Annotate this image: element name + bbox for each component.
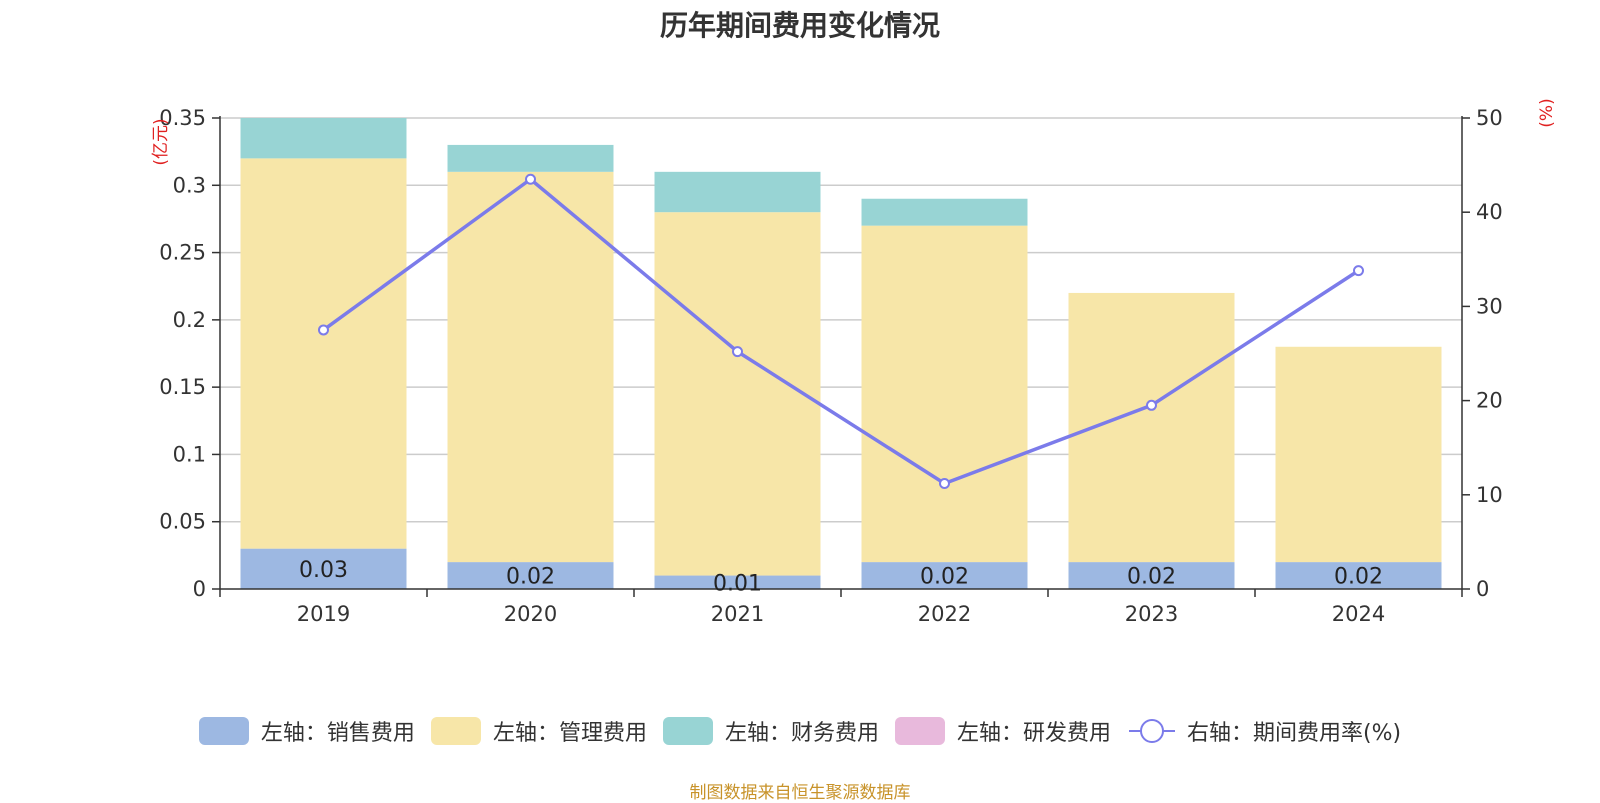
x-tick-label-2021: 2021 bbox=[711, 602, 764, 626]
bar-segment-s0-2021 bbox=[654, 575, 821, 589]
bar-data-labels: 0.03 0.02 0.01 0.02 0.02 0.02 bbox=[299, 558, 1383, 596]
left-axis-unit: (亿元) bbox=[151, 118, 171, 165]
left-tick-label: 0.3 bbox=[173, 173, 206, 197]
left-tick-label: 0.15 bbox=[159, 375, 206, 399]
legend-swatch bbox=[430, 717, 481, 745]
legend-label: 左轴：销售费用 bbox=[260, 721, 415, 746]
bar-segment-s1-2022 bbox=[861, 225, 1028, 563]
bar-data-label-2020: 0.02 bbox=[506, 565, 555, 590]
rate-line bbox=[322, 177, 1360, 486]
bar-data-label-2024: 0.02 bbox=[1334, 565, 1383, 590]
bar-segment-s2-2020 bbox=[447, 144, 614, 172]
bar-segment-s0-2022 bbox=[861, 562, 1028, 589]
bar-segment-s1-2021 bbox=[654, 212, 821, 576]
right-tick-label: 20 bbox=[1476, 389, 1503, 413]
rate-point-2020 bbox=[525, 173, 536, 185]
bar-segment-s2-2022 bbox=[861, 198, 1028, 226]
rate-line-series bbox=[318, 173, 1364, 489]
right-tick-label: 0 bbox=[1476, 577, 1489, 601]
legend-item-1[interactable]: 左轴：管理费用 bbox=[430, 715, 647, 747]
legend-item-0[interactable]: 左轴：销售费用 bbox=[198, 715, 415, 747]
legend-label: 左轴：管理费用 bbox=[492, 721, 647, 746]
x-tick-label-2024: 2024 bbox=[1332, 602, 1385, 626]
bar-segment-s0-2020 bbox=[447, 562, 614, 589]
right-tick-label: 30 bbox=[1476, 294, 1503, 318]
bar-segment-s1-2024 bbox=[1275, 346, 1442, 563]
legend-line-marker-icon bbox=[1128, 719, 1175, 743]
bar-segment-s0-2019 bbox=[240, 548, 407, 589]
legend-swatch bbox=[198, 717, 249, 745]
bar-segment-s2-2019 bbox=[240, 118, 407, 159]
right-tick-label: 10 bbox=[1476, 483, 1503, 507]
legend-item-2[interactable]: 左轴：财务费用 bbox=[662, 715, 879, 747]
right-axis-unit: (%) bbox=[1537, 98, 1557, 127]
left-tick-label: 0.25 bbox=[159, 241, 206, 265]
bar-segment-s0-2024 bbox=[1275, 562, 1442, 589]
x-tick-label-2019: 2019 bbox=[297, 602, 350, 626]
legend-swatch bbox=[662, 717, 713, 745]
bar-data-label-2021: 0.01 bbox=[713, 571, 762, 596]
bar-segment-s1-2020 bbox=[447, 171, 614, 563]
legend-label: 左轴：财务费用 bbox=[724, 721, 879, 746]
axes: 0 0.05 0.1 0.15 0.2 0.25 0.3 0.35 0 10 20 30 40 50 201… bbox=[151, 98, 1557, 626]
x-tick-label-2020: 2020 bbox=[504, 602, 557, 626]
legend-label: 左轴：研发费用 bbox=[956, 721, 1111, 746]
bar-data-label-2019: 0.03 bbox=[299, 558, 348, 583]
source-note: 制图数据来自恒生聚源数据库 bbox=[689, 783, 911, 803]
left-tick-label: 0.05 bbox=[159, 510, 206, 534]
chart-title: 历年期间费用变化情况 bbox=[659, 9, 940, 42]
right-tick-label: 50 bbox=[1476, 106, 1503, 130]
x-tick-label-2023: 2023 bbox=[1125, 602, 1178, 626]
right-tick-label: 40 bbox=[1476, 200, 1503, 224]
legend-label: 右轴：期间费用率(%) bbox=[1186, 721, 1402, 746]
legend-item-4[interactable]: 右轴：期间费用率(%) bbox=[1127, 715, 1401, 747]
legend-swatch bbox=[894, 717, 945, 745]
bar-data-label-2022: 0.02 bbox=[920, 565, 969, 590]
bar-data-label-2023: 0.02 bbox=[1127, 565, 1176, 590]
rate-point-2022 bbox=[939, 477, 950, 489]
bar-series bbox=[240, 118, 1442, 589]
rate-point-2023 bbox=[1146, 399, 1157, 411]
left-tick-label: 0.1 bbox=[173, 442, 206, 466]
x-tick-label-2022: 2022 bbox=[918, 602, 971, 626]
legend: 左轴：销售费用 左轴：管理费用 左轴：财务费用 左轴：研发费用 右轴：期间费用率(%) bbox=[0, 715, 1600, 747]
rate-point-2021 bbox=[732, 346, 743, 358]
left-tick-label: 0.35 bbox=[159, 106, 206, 130]
rate-point-2024 bbox=[1353, 265, 1364, 277]
grid-lines bbox=[220, 117, 1462, 523]
legend-item-3[interactable]: 左轴：研发费用 bbox=[894, 715, 1111, 747]
bar-segment-s0-2023 bbox=[1068, 562, 1235, 589]
left-tick-label: 0.2 bbox=[173, 308, 206, 332]
bar-segment-s1-2019 bbox=[240, 158, 407, 549]
left-tick-label: 0 bbox=[193, 577, 206, 601]
rate-point-2019 bbox=[318, 324, 329, 336]
bar-segment-s2-2021 bbox=[654, 171, 821, 213]
